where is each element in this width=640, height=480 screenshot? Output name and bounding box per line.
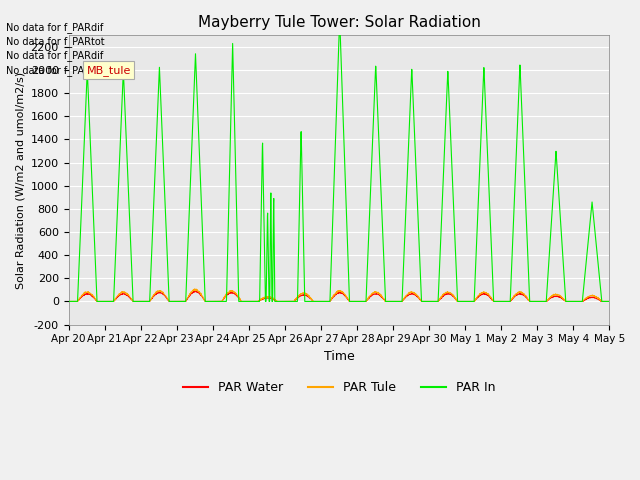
Text: MB_tule: MB_tule [86, 65, 131, 76]
Legend: PAR Water, PAR Tule, PAR In: PAR Water, PAR Tule, PAR In [178, 376, 500, 399]
Text: No data for f_PARtot: No data for f_PARtot [6, 65, 105, 76]
Y-axis label: Solar Radiation (W/m2 and umol/m2/s): Solar Radiation (W/m2 and umol/m2/s) [15, 72, 25, 288]
Text: No data for f_PARdif: No data for f_PARdif [6, 50, 104, 61]
Text: No data for f_PARtot: No data for f_PARtot [6, 36, 105, 47]
X-axis label: Time: Time [324, 350, 355, 363]
Text: No data for f_PARdif: No data for f_PARdif [6, 22, 104, 33]
Title: Mayberry Tule Tower: Solar Radiation: Mayberry Tule Tower: Solar Radiation [198, 15, 481, 30]
